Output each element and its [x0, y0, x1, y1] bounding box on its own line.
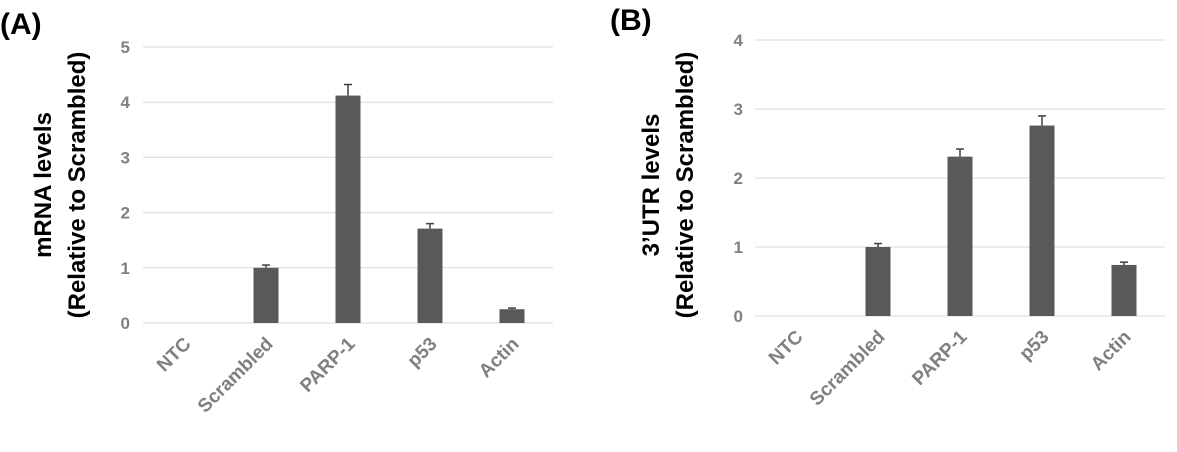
panel-b-ylabel-line1: 3’UTR levels [638, 114, 665, 257]
panel-b-bar-scrambled [865, 247, 891, 316]
panel-a-ylabel-line2: (Relative to Scrambled) [64, 52, 91, 319]
panel-a-error-bar [262, 264, 270, 268]
panel-a-ytick-label: 1 [121, 259, 130, 278]
panel-a-ytick-label: 0 [121, 314, 130, 333]
panel-b-category-label: NTC [765, 326, 808, 369]
panel-a-bar-p53 [417, 228, 443, 323]
panel-a-category-label: p53 [404, 334, 442, 372]
panel-b-bars [865, 115, 1137, 316]
panel-a-error-bar [508, 307, 516, 310]
panel-a-ylabel-line1: mRNA levels [30, 112, 57, 258]
panel-a-yticks: 0 1 2 3 4 5 [121, 38, 131, 333]
panel-b-error-bar [1038, 115, 1046, 126]
panel-b-ylabel-line2: (Relative to Scrambled) [672, 52, 699, 319]
panel-b-bar-p53 [1029, 125, 1055, 316]
panel-b: (B) 3’UTR levels (Relative to Scrambled)… [610, 4, 1165, 410]
panel-b-ytick-label: 3 [734, 100, 743, 119]
panel-a-bar-actin [499, 309, 525, 323]
panel-b-ytick-label: 1 [734, 238, 743, 257]
panel-b-category-label: Scrambled [806, 327, 890, 411]
panel-a-label: (A) [0, 8, 42, 41]
panel-b-bar-parp-1 [947, 156, 973, 316]
panel-b-error-bar [874, 242, 882, 247]
panel-a: (A) mRNA levels (Relative to Scrambled) … [0, 8, 553, 417]
panel-b-error-bar [1120, 261, 1128, 265]
panel-b-label: (B) [610, 4, 652, 37]
panel-a-ytick-label: 3 [121, 148, 130, 167]
panel-b-category-label: Actin [1087, 327, 1135, 375]
panel-a-error-bar [344, 83, 352, 96]
panel-b-category-label: PARP-1 [908, 326, 971, 389]
panel-b-ytick-label: 0 [734, 307, 743, 326]
panel-b-ytick-label: 2 [734, 169, 743, 188]
panel-b-error-bar [956, 148, 964, 157]
panel-a-category-label: NTC [153, 333, 196, 376]
panel-a-ytick-label: 4 [121, 93, 131, 112]
panel-a-category-label: Actin [475, 334, 523, 382]
panel-a-error-bar [426, 222, 434, 229]
panel-a-category-label: Scrambled [194, 334, 278, 418]
panel-a-bars [253, 83, 525, 324]
panel-b-category-label: p53 [1016, 327, 1054, 365]
panel-a-ytick-label: 2 [121, 204, 130, 223]
panel-b-yticks: 0 1 2 3 4 [734, 31, 744, 326]
panel-a-ytick-label: 5 [121, 38, 130, 57]
panel-a-bar-scrambled [253, 267, 279, 323]
panel-b-ytick-label: 4 [734, 31, 744, 50]
panel-a-category-label: PARP-1 [296, 333, 359, 396]
panel-b-bar-actin [1111, 264, 1137, 316]
panel-a-bar-parp-1 [335, 95, 361, 324]
